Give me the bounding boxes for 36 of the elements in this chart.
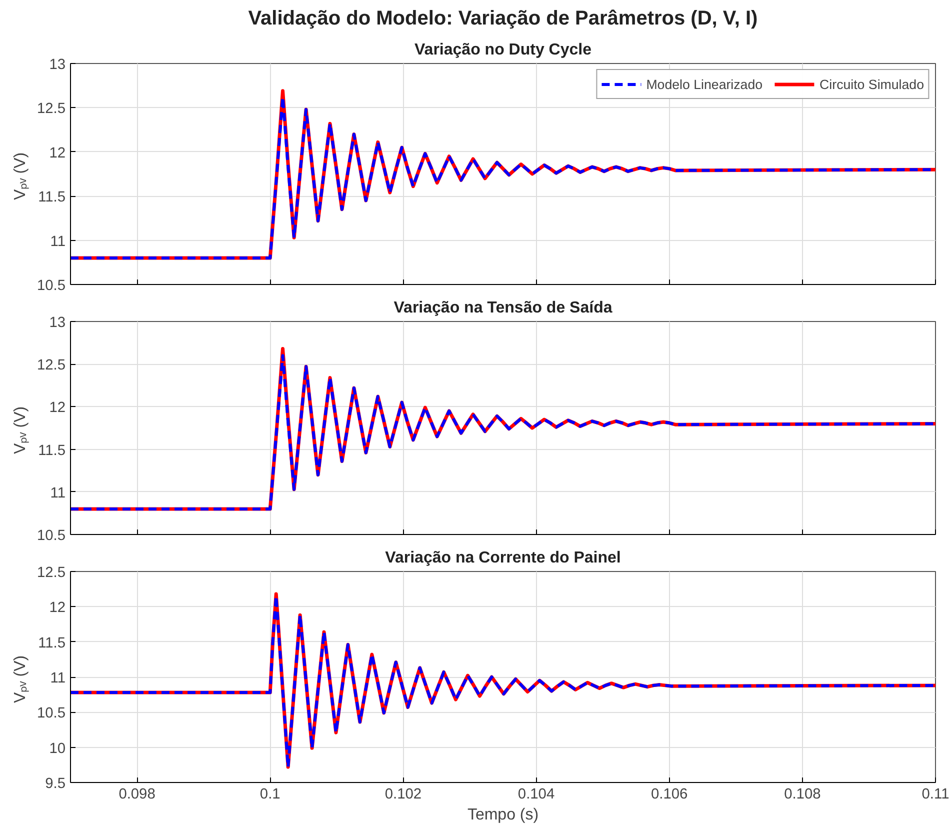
y-tick-label: 9.5 — [45, 776, 66, 792]
x-tick-label: 0.104 — [518, 786, 555, 802]
legend-label: Circuito Simulado — [820, 76, 924, 92]
y-tick-label: 11 — [50, 485, 66, 502]
y-axis-title: Vₚᵥ (V) — [12, 406, 29, 454]
y-tick-label: 11.5 — [38, 190, 66, 206]
y-tick-label: 10 — [49, 740, 66, 757]
chart-title: Variação na Corrente do Painel — [385, 550, 621, 566]
y-tick-label: 13 — [49, 57, 66, 73]
y-axis-title: Vₚᵥ (V) — [12, 655, 29, 704]
chart-title: Validação do Modelo: Variação de Parâmetros (D, V, I) — [248, 8, 758, 30]
y-tick-label: 10.5 — [36, 278, 66, 294]
y-tick-label: 10.5 — [36, 706, 66, 722]
x-tick-label: 0.102 — [384, 786, 422, 802]
y-tick-label: 12 — [49, 145, 66, 162]
y-tick-label: 11.5 — [38, 635, 66, 652]
y-tick-label: 13 — [49, 315, 66, 331]
y-tick-label: 11.5 — [38, 442, 66, 459]
chart-title: Variação na Tensão de Saída — [394, 300, 612, 316]
chart-subtitle: Variação no Duty Cycle — [414, 42, 592, 58]
x-tick-label: 0.108 — [784, 786, 821, 802]
x-tick-label: 0.11 — [922, 786, 950, 802]
x-tick-label: 0.1 — [260, 786, 280, 802]
x-tick-label: 0.106 — [651, 786, 688, 802]
y-tick-label: 12 — [49, 400, 66, 416]
legend-label: Modelo Linearizado — [646, 76, 763, 92]
y-tick-label: 11 — [50, 670, 66, 686]
y-tick-label: 10.5 — [36, 528, 66, 544]
y-tick-label: 12 — [49, 600, 66, 616]
x-tick-label: 0.098 — [118, 786, 156, 802]
y-tick-label: 11 — [50, 234, 66, 250]
y-tick-label: 12.5 — [36, 101, 66, 118]
x-axis-title: Tempo (s) — [467, 806, 539, 824]
y-tick-label: 12.5 — [36, 358, 66, 374]
y-axis-title: Vₚᵥ (V) — [12, 152, 29, 200]
y-tick-label: 12.5 — [36, 565, 66, 581]
